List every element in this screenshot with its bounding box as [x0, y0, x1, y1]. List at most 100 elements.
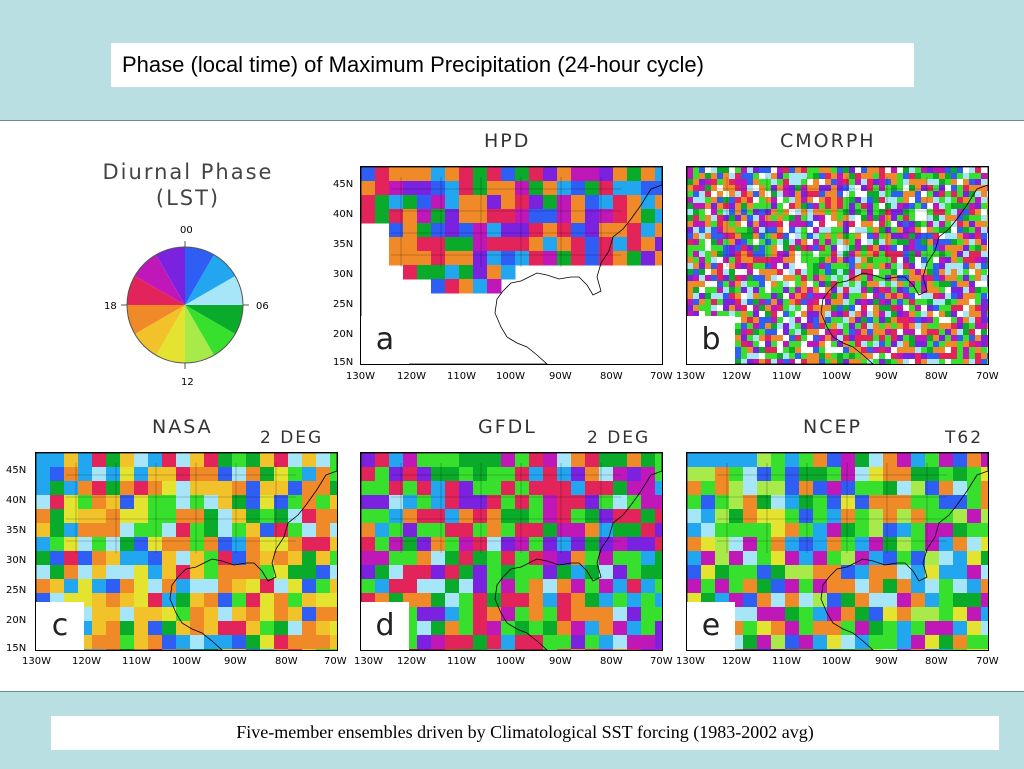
phase-cell: [945, 173, 952, 180]
phase-cell: [106, 593, 121, 608]
phase-cell: [897, 353, 904, 360]
phase-cell: [403, 495, 418, 510]
phase-cell: [777, 233, 784, 240]
phase-cell: [218, 537, 233, 552]
phase-cell: [459, 481, 474, 496]
phase-cell: [687, 299, 694, 306]
phase-cell: [981, 481, 988, 496]
phase-cell: [599, 649, 614, 650]
phase-cell: [831, 221, 838, 228]
phase-cell: [92, 579, 107, 594]
phase-cell: [789, 197, 796, 204]
coastline: [361, 167, 662, 364]
phase-cell: [951, 245, 958, 252]
phase-cell: [795, 191, 802, 198]
phase-cell: [190, 635, 205, 650]
phase-cell: [925, 565, 940, 580]
phase-cell: [50, 579, 65, 594]
phase-cell: [879, 173, 886, 180]
phase-cell: [771, 311, 778, 318]
phase-cell: [753, 191, 760, 198]
phase-cell: [487, 223, 502, 238]
phase-cell: [969, 227, 976, 234]
phase-cell: [765, 251, 772, 258]
phase-cell: [933, 281, 940, 288]
phase-cell: [987, 257, 988, 264]
phase-cell: [501, 237, 516, 252]
phase-cell: [120, 453, 135, 468]
phase-cell: [655, 537, 662, 552]
panel-e-resolution: T62: [945, 428, 984, 448]
phase-cell: [933, 215, 940, 222]
phase-cell: [735, 263, 742, 270]
phase-cell: [403, 649, 418, 650]
phase-cell: [807, 341, 814, 348]
phase-cell: [735, 239, 742, 246]
phase-cell: [799, 495, 814, 510]
phase-cell: [831, 359, 838, 364]
phase-cell: [655, 167, 662, 182]
phase-cell: [841, 579, 856, 594]
phase-wedge: [127, 305, 185, 334]
phase-cell: [785, 467, 800, 482]
phase-cell: [903, 221, 910, 228]
phase-cell: [951, 263, 958, 270]
phase-cell: [891, 293, 898, 300]
phase-cell: [260, 523, 275, 538]
phase-cell: [987, 329, 988, 336]
phase-cell: [801, 167, 808, 174]
phase-cell: [883, 551, 898, 566]
phase-cell: [869, 453, 884, 468]
phase-cell: [939, 203, 946, 210]
phase-cell: [867, 305, 874, 312]
phase-cell: [915, 311, 922, 318]
phase-cell: [777, 197, 784, 204]
phase-cell: [831, 179, 838, 186]
phase-cell: [795, 359, 802, 364]
phase-cell: [246, 467, 261, 482]
phase-cell: [841, 467, 856, 482]
phase-cell: [897, 209, 904, 216]
phase-cell: [747, 287, 754, 294]
phase-cell: [162, 649, 177, 650]
phase-cell: [771, 251, 778, 258]
phase-cell: [813, 215, 820, 222]
phase-cell: [891, 335, 898, 342]
phase-cell: [599, 195, 614, 210]
phase-cell: [753, 209, 760, 216]
phase-cell: [641, 209, 656, 224]
phase-cell: [783, 185, 790, 192]
phase-cell: [459, 635, 474, 650]
phase-cell: [134, 649, 149, 650]
phase-cell: [799, 551, 814, 566]
phase-cell: [599, 209, 614, 224]
phase-cell: [789, 185, 796, 192]
phase-cell: [627, 237, 642, 252]
phase-cell: [795, 173, 802, 180]
phase-cell: [807, 281, 814, 288]
phase-cell: [785, 453, 800, 468]
phase-cell: [813, 649, 828, 650]
phase-cell: [759, 209, 766, 216]
phase-cell: [487, 195, 502, 210]
phase-cell: [729, 269, 736, 276]
phase-cell: [641, 453, 656, 468]
phase-cell: [743, 551, 758, 566]
phase-cell: [963, 173, 970, 180]
phase-cell: [945, 293, 952, 300]
phase-cell: [655, 453, 662, 468]
phase-cell: [963, 209, 970, 216]
phase-cell: [693, 263, 700, 270]
phase-cell: [693, 305, 700, 312]
phase-cell: [987, 215, 988, 222]
phase-cell: [883, 579, 898, 594]
phase-cell: [92, 593, 107, 608]
phase-cell: [933, 263, 940, 270]
phase-cell: [951, 191, 958, 198]
phase-cell: [613, 481, 628, 496]
phase-cell: [627, 635, 642, 650]
phase-cell: [967, 607, 982, 622]
phase-cell: [771, 341, 778, 348]
phase-cell: [883, 635, 898, 650]
legend-subtitle: (LST): [155, 186, 221, 210]
